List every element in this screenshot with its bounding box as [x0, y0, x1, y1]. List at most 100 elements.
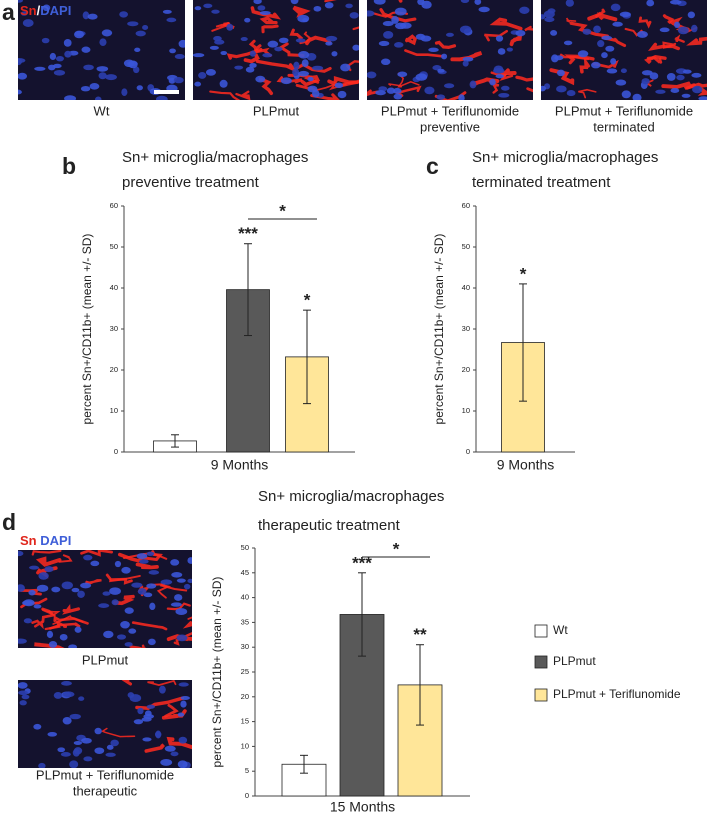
nucleus — [178, 736, 188, 744]
sn-signal — [579, 56, 591, 74]
sn-signal — [31, 550, 62, 556]
nucleus — [34, 66, 46, 71]
sn-signal — [293, 62, 332, 73]
nucleus — [375, 90, 386, 96]
nucleus — [301, 59, 309, 68]
nucleus — [142, 737, 152, 742]
nucleus — [681, 93, 691, 98]
nucleus — [18, 638, 27, 644]
nucleus — [135, 30, 146, 37]
nucleus — [577, 50, 589, 58]
nucleus — [646, 0, 655, 7]
nucleus — [324, 2, 334, 9]
nucleus — [209, 45, 219, 50]
nucleus — [138, 559, 149, 564]
nucleus — [38, 572, 49, 580]
nucleus — [367, 71, 377, 79]
sn-signal — [131, 621, 168, 631]
y-tick-label: 10 — [241, 741, 249, 750]
nucleus — [460, 0, 470, 4]
nucleus — [692, 85, 703, 94]
nucleus — [18, 690, 28, 696]
nucleus — [98, 603, 110, 608]
sn-signal — [662, 14, 675, 25]
chart-title: Sn+ microglia/macrophages — [122, 149, 308, 166]
nucleus — [64, 95, 77, 100]
nucleus — [544, 16, 555, 23]
sn-signal — [509, 33, 523, 47]
nucleus — [682, 69, 692, 74]
image-content — [193, 0, 359, 100]
micrograph — [18, 0, 185, 100]
panel-letter: c — [426, 153, 439, 179]
nucleus — [155, 95, 168, 100]
sn-signal — [35, 556, 62, 567]
nucleus — [469, 80, 477, 89]
nucleus — [621, 90, 631, 99]
nucleus — [612, 21, 623, 27]
nucleus — [593, 25, 601, 33]
nucleus — [18, 89, 22, 95]
nucleus — [205, 69, 216, 76]
sn-signal — [404, 49, 445, 58]
x-axis-label: 15 Months — [330, 799, 395, 815]
image-caption: PLPmut — [253, 103, 300, 118]
y-tick-label: 50 — [110, 242, 118, 251]
nucleus — [601, 52, 608, 59]
sn-signal — [388, 81, 420, 87]
nucleus — [659, 27, 670, 33]
significance: ** — [413, 625, 427, 644]
nucleus — [95, 96, 102, 100]
y-tick-label: 50 — [462, 242, 470, 251]
image-content — [367, 0, 533, 100]
nucleus — [49, 52, 57, 60]
nucleus — [392, 87, 402, 94]
stain-dapi: DAPI — [40, 533, 71, 548]
nucleus — [187, 557, 192, 564]
y-tick-label: 30 — [241, 642, 249, 651]
nucleus — [147, 638, 156, 646]
nucleus — [18, 550, 24, 557]
nucleus — [619, 11, 631, 17]
nucleus — [158, 685, 166, 694]
y-tick-label: 30 — [462, 324, 470, 333]
nucleus — [160, 579, 173, 585]
nucleus — [641, 78, 650, 85]
nucleus — [148, 570, 160, 575]
nucleus — [170, 751, 179, 757]
nucleus — [146, 583, 157, 589]
nucleus — [131, 582, 143, 588]
nucleus — [219, 79, 228, 88]
scale-bar — [154, 90, 179, 94]
sn-signal — [164, 703, 179, 718]
y-tick-label: 60 — [110, 201, 118, 210]
sn-signal — [644, 54, 667, 65]
nucleus — [141, 717, 152, 722]
nucleus — [53, 691, 63, 699]
nucleus — [57, 747, 66, 753]
y-tick-label: 0 — [245, 791, 249, 800]
nucleus — [203, 3, 213, 9]
sn-signal — [62, 604, 81, 615]
nucleus — [142, 25, 149, 31]
sn-signal — [151, 583, 188, 592]
sn-signal — [211, 22, 231, 32]
nucleus — [33, 604, 42, 609]
sn-signal — [565, 17, 577, 24]
image-content — [18, 550, 192, 648]
sn-signal — [515, 75, 533, 82]
nucleus — [105, 752, 116, 757]
nucleus — [81, 737, 92, 744]
nucleus — [133, 719, 144, 725]
nucleus — [515, 29, 526, 37]
sn-signal — [144, 743, 165, 753]
nucleus — [64, 50, 72, 58]
nucleus — [127, 21, 139, 27]
nucleus — [691, 72, 702, 78]
nucleus — [47, 731, 58, 737]
sn-signal — [255, 59, 298, 74]
nucleus — [18, 72, 28, 80]
nucleus — [610, 58, 617, 65]
nucleus — [334, 82, 344, 88]
nucleus — [38, 762, 46, 768]
